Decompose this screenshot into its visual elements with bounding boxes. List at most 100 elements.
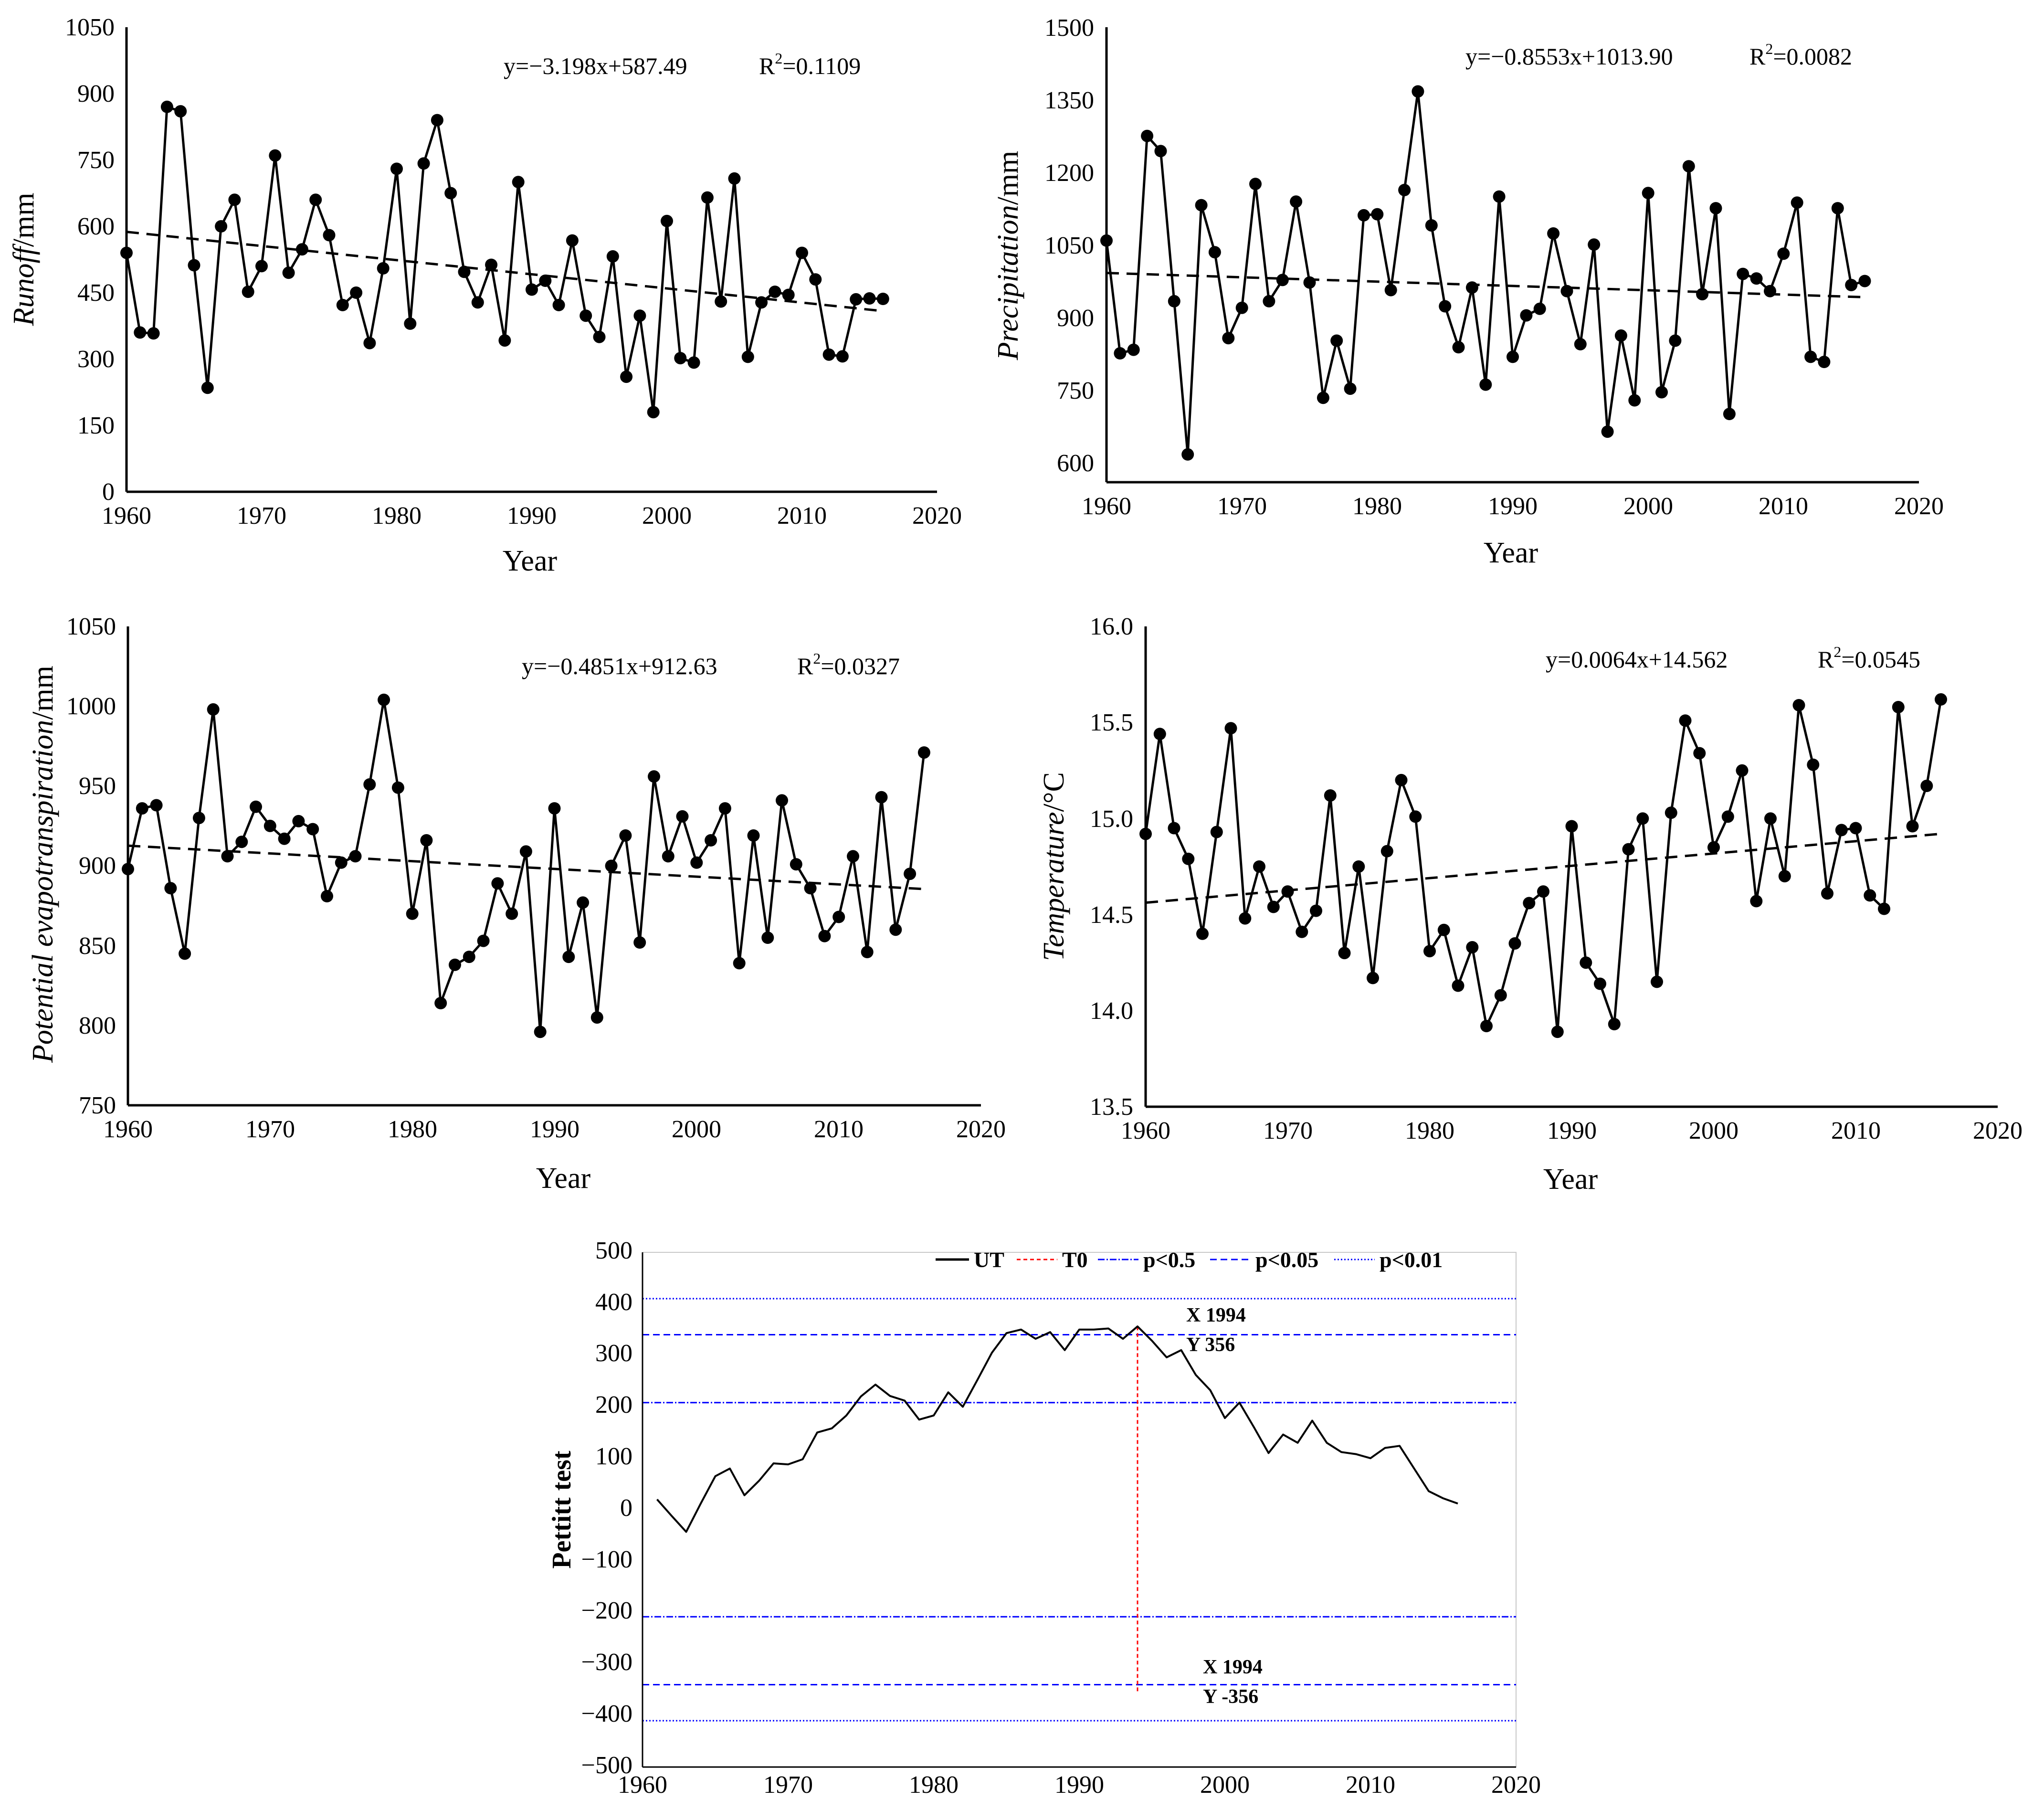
temperature-data-point: [1466, 941, 1479, 953]
runoff-xtick: 2010: [777, 502, 827, 529]
pettitt-ytick: 400: [595, 1289, 632, 1316]
precipitation-data-point: [1398, 184, 1411, 196]
runoff-plot-layer: [120, 100, 889, 419]
temperature-plot-layer: [1139, 693, 1947, 1038]
panel-pettitt: −500 −400 −300 −200 −100 0 100 200 300 4…: [547, 1237, 1541, 1799]
runoff-data-point: [850, 293, 863, 306]
temperature-data-point: [1452, 979, 1465, 992]
runoff-data-point: [552, 298, 565, 311]
runoff-series-line: [125, 106, 883, 413]
temperature-data-point: [1423, 945, 1436, 958]
temperature-data-point: [1310, 904, 1322, 917]
temperature-data-point: [1338, 947, 1351, 960]
runoff-data-point: [876, 293, 889, 305]
temperature-data-point: [1551, 1026, 1564, 1038]
pet-data-point: [363, 778, 376, 791]
precipitation-ytick: 750: [1057, 377, 1094, 404]
pet-data-point: [548, 802, 561, 815]
temperature-data-point: [1380, 845, 1393, 857]
runoff-ytick: 150: [77, 412, 115, 439]
precipitation-data-point: [1208, 246, 1221, 259]
temperature-equation: y=0.0064x+14.562: [1546, 646, 1728, 673]
precipitation-trend-line: [1106, 272, 1865, 298]
runoff-data-point: [512, 176, 525, 189]
temperature-data-point: [1153, 728, 1166, 741]
pet-data-point: [491, 877, 504, 890]
precipitation-data-point: [1750, 272, 1763, 285]
precipitation-data-point: [1168, 295, 1180, 307]
runoff-data-point: [822, 348, 835, 361]
runoff-data-point: [863, 292, 876, 305]
precipitation-data-point: [1520, 309, 1533, 322]
pet-y-label: Potential evapotranspiration/mm: [27, 666, 59, 1063]
pettitt-ytick: −400: [581, 1700, 632, 1727]
temperature-data-point: [1807, 758, 1820, 771]
pet-data-point: [875, 791, 888, 804]
temperature-data-point: [1281, 885, 1294, 898]
temperature-data-point: [1906, 820, 1919, 833]
precipitation-data-point: [1235, 301, 1248, 314]
runoff-data-point: [255, 260, 268, 273]
pettitt-xtick: 1980: [909, 1771, 959, 1799]
legend-p001-label: p<0.01: [1380, 1248, 1443, 1272]
pet-data-point: [306, 823, 319, 836]
pet-r2: R2=0.0327: [797, 650, 900, 679]
temperature-data-point: [1665, 806, 1677, 819]
runoff-data-point: [336, 298, 349, 311]
runoff-ytick: 1050: [65, 14, 115, 41]
pet-xtick: 1980: [388, 1116, 437, 1143]
precipitation-r2-sup: 2: [1765, 40, 1773, 57]
precipitation-data-point: [1195, 199, 1208, 212]
pet-r2-label: R: [797, 653, 813, 679]
precipitation-data-point: [1777, 247, 1790, 260]
runoff-data-point: [309, 193, 322, 206]
runoff-data-point: [147, 327, 160, 340]
precipitation-xtick: 1970: [1217, 493, 1267, 520]
temperature-data-point: [1594, 977, 1606, 990]
runoff-r2-label: R: [759, 53, 775, 79]
pet-ytick: 850: [79, 932, 116, 960]
temperature-data-point: [1239, 912, 1252, 925]
temperature-xtick: 1990: [1547, 1117, 1597, 1144]
precipitation-data-point: [1845, 279, 1858, 291]
temperature-data-point: [1296, 925, 1308, 938]
runoff-r2-value: =0.1109: [782, 53, 861, 79]
pet-data-point: [378, 693, 390, 706]
runoff-ytick: 450: [77, 279, 115, 307]
temperature-xtick: 2010: [1831, 1117, 1881, 1144]
precipitation-y-label-unit: /mm: [992, 151, 1024, 205]
precipitation-equation: y=−0.8553x+1013.90: [1465, 43, 1673, 70]
pet-data-point: [718, 802, 731, 815]
runoff-data-point: [809, 273, 822, 286]
runoff-data-point: [201, 381, 214, 394]
precipitation-data-point: [1465, 281, 1478, 294]
temperature-data-point: [1835, 824, 1848, 836]
pet-xtick: 1990: [530, 1116, 579, 1143]
runoff-ytick: 600: [77, 213, 115, 240]
precipitation-data-point: [1858, 275, 1871, 287]
runoff-data-point: [661, 214, 673, 227]
precipitation-data-point: [1709, 202, 1722, 215]
temperature-data-point: [1920, 780, 1933, 792]
precipitation-data-point: [1818, 356, 1831, 368]
pet-data-point: [150, 799, 163, 812]
temperature-data-point: [1651, 975, 1663, 988]
pet-data-point: [391, 781, 404, 794]
runoff-data-point: [485, 258, 498, 271]
precipitation-data-point: [1303, 276, 1316, 289]
pet-data-point: [562, 951, 575, 963]
pet-ytick: 750: [79, 1092, 116, 1119]
temperature-data-point: [1324, 789, 1337, 802]
runoff-equation: y=−3.198x+587.49: [504, 53, 687, 79]
runoff-data-point: [323, 229, 336, 242]
precipitation-data-point: [1831, 202, 1844, 215]
temperature-data-point: [1494, 989, 1507, 1002]
runoff-data-point: [701, 191, 714, 204]
temperature-r2: R2=0.0545: [1818, 643, 1920, 673]
temperature-data-point: [1636, 812, 1649, 825]
temperature-data-point: [1792, 699, 1805, 711]
runoff-ytick: 0: [102, 478, 115, 506]
pet-plot-layer: [122, 693, 930, 1038]
precipitation-data-point: [1452, 341, 1465, 354]
precipitation-data-point: [1791, 196, 1803, 209]
